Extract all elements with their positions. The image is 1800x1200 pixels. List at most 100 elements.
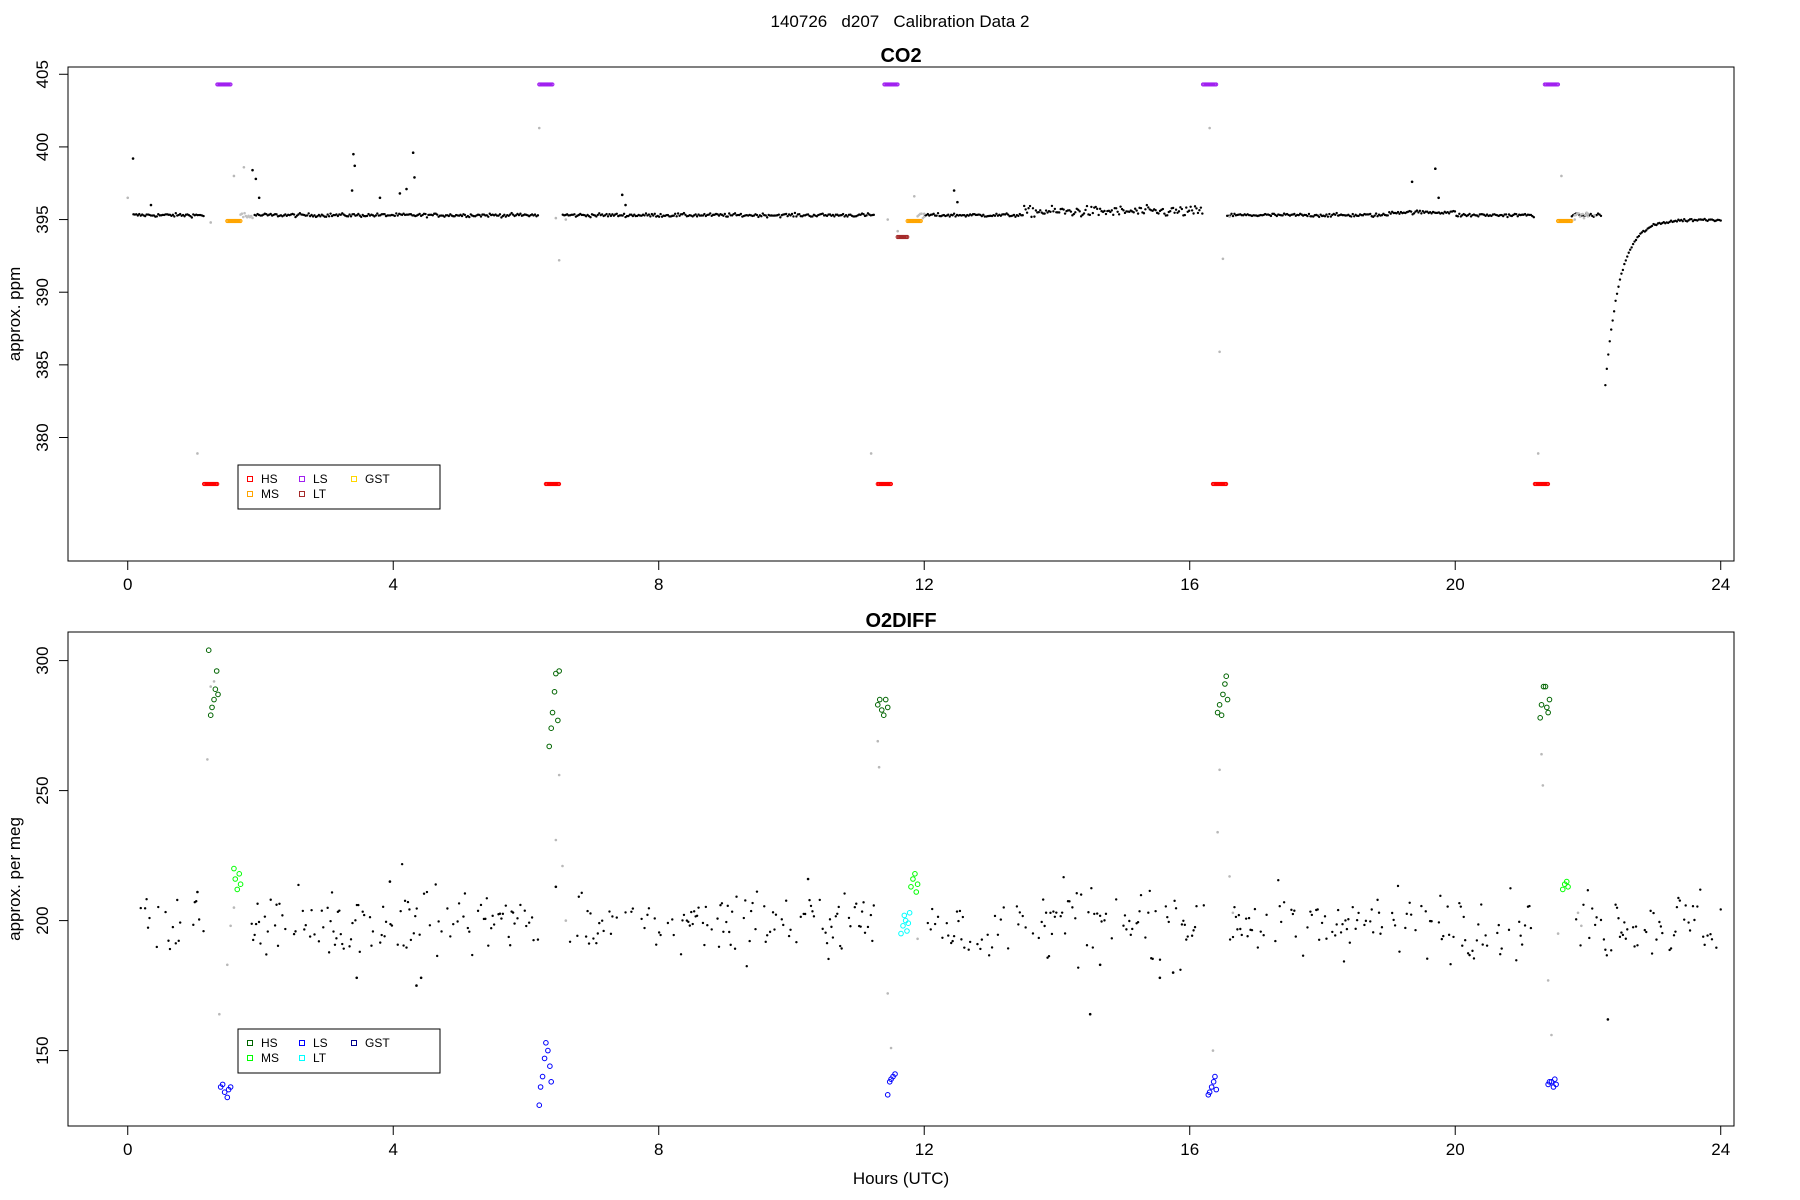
- ambient-point: [1672, 934, 1676, 937]
- ambient-point: [1246, 935, 1249, 938]
- ambient-point: [434, 883, 437, 886]
- ambient-point: [1317, 938, 1321, 941]
- ambient-point: [352, 152, 355, 156]
- ambient-point: [672, 214, 675, 217]
- ambient-point: [1198, 209, 1201, 212]
- ambient-point: [615, 212, 618, 216]
- data-points: [139, 647, 1722, 1108]
- ambient-point: [275, 903, 278, 906]
- transition-point: [1228, 875, 1231, 878]
- ambient-point: [167, 939, 170, 942]
- ambient-point: [1244, 917, 1248, 920]
- ambient-point: [960, 938, 963, 941]
- ambient-point: [1307, 212, 1311, 216]
- ambient-point: [504, 904, 508, 907]
- ambient-point: [1398, 950, 1401, 953]
- ambient-point: [533, 213, 537, 216]
- ambient-point: [958, 909, 962, 913]
- ambient-point: [1636, 944, 1639, 947]
- ambient-point: [1100, 920, 1103, 923]
- ambient-point: [1077, 966, 1080, 969]
- ambient-point: [1608, 340, 1611, 343]
- ambient-point: [341, 942, 344, 946]
- ambient-point: [1595, 213, 1598, 217]
- ambient-point: [808, 898, 811, 902]
- ambient-point: [485, 897, 489, 900]
- ambient-point: [1037, 210, 1040, 214]
- ambient-point: [811, 910, 814, 913]
- calibration-point-hs: [884, 704, 891, 711]
- ambient-point: [1046, 956, 1049, 959]
- ambient-point: [306, 214, 309, 217]
- transition-point: [209, 685, 213, 688]
- calibration-point-ms: [910, 876, 916, 882]
- transition-point: [1580, 924, 1583, 928]
- ambient-point: [195, 900, 198, 903]
- ambient-point: [352, 212, 356, 216]
- ambient-point: [1347, 918, 1350, 921]
- y-axis-label: approx. ppm: [5, 267, 24, 362]
- calibration-point-ls: [227, 1084, 234, 1090]
- data-points: [126, 82, 1722, 487]
- ambient-point: [1424, 910, 1427, 913]
- ambient-point: [580, 891, 583, 895]
- ambient-point: [1719, 908, 1722, 911]
- ambient-point: [744, 899, 747, 902]
- transition-point: [889, 1046, 893, 1050]
- ambient-point: [728, 930, 731, 934]
- y-tick-label: 380: [33, 423, 52, 451]
- calibration-point-ls: [1551, 1076, 1558, 1082]
- ambient-point: [1301, 954, 1305, 957]
- ambient-point: [1607, 353, 1610, 356]
- ambient-point: [1447, 212, 1451, 215]
- transition-point: [232, 906, 236, 909]
- calibration-point-lt: [905, 234, 910, 240]
- calibration-point-hs: [555, 717, 561, 724]
- ambient-point: [1591, 907, 1594, 910]
- ambient-point: [143, 214, 147, 218]
- ambient-point: [955, 910, 959, 913]
- transition-point: [564, 218, 568, 221]
- ambient-point: [681, 919, 684, 922]
- ambient-point: [478, 213, 481, 217]
- ambient-point: [1459, 905, 1463, 908]
- ambient-point: [196, 890, 199, 894]
- ambient-point: [174, 942, 177, 945]
- ambient-point: [576, 934, 579, 938]
- ambient-point: [1485, 944, 1489, 947]
- ambient-point: [192, 923, 195, 927]
- ambient-point: [1703, 943, 1706, 947]
- ambient-point: [830, 925, 833, 929]
- transition-point: [1208, 126, 1211, 130]
- ambient-point: [1415, 209, 1419, 212]
- calibration-point-ms: [1565, 884, 1571, 890]
- ambient-point: [963, 946, 966, 949]
- calibration-point-ls: [1214, 82, 1219, 87]
- ambient-point: [1091, 211, 1095, 215]
- ambient-point: [1144, 936, 1147, 939]
- ambient-point: [1335, 211, 1338, 215]
- ambient-point: [1669, 947, 1673, 950]
- ambient-point: [371, 930, 375, 933]
- ambient-point: [1471, 949, 1474, 953]
- ambient-point: [1452, 935, 1455, 939]
- ambient-point: [1169, 210, 1172, 213]
- ambient-point: [1173, 899, 1176, 903]
- ambient-point: [139, 906, 142, 910]
- ambient-point: [1617, 285, 1620, 288]
- ambient-point: [1418, 209, 1422, 213]
- ambient-point: [659, 212, 662, 216]
- ambient-point: [812, 915, 816, 918]
- ambient-point: [1396, 884, 1400, 888]
- ambient-point: [1456, 215, 1460, 218]
- ambient-point: [1348, 941, 1352, 944]
- ambient-point: [779, 216, 782, 219]
- ambient-point: [1180, 923, 1184, 926]
- ambient-point: [1369, 212, 1372, 216]
- ambient-point: [839, 944, 842, 948]
- ambient-point: [806, 877, 810, 881]
- ambient-point: [608, 213, 611, 216]
- ambient-point: [1320, 921, 1324, 925]
- ambient-point: [1109, 210, 1112, 214]
- ambient-point: [155, 945, 159, 949]
